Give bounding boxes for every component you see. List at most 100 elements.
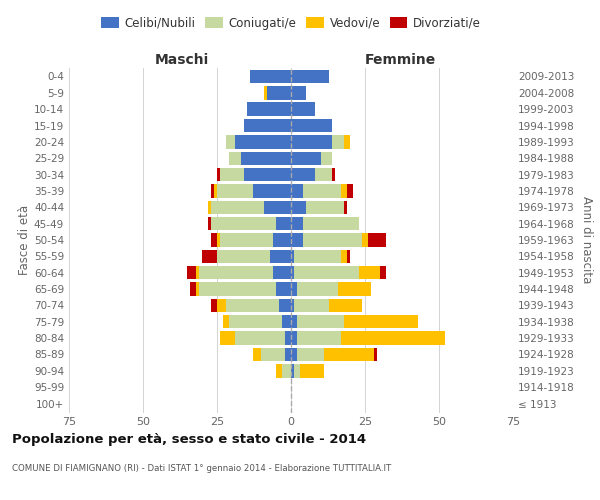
Bar: [229, 152, 241, 165]
Bar: [294, 250, 341, 263]
Bar: [247, 102, 291, 116]
Bar: [226, 298, 279, 312]
Bar: [347, 250, 350, 263]
Bar: [187, 266, 196, 280]
Bar: [220, 332, 235, 345]
Bar: [285, 332, 291, 345]
Bar: [199, 282, 276, 296]
Bar: [211, 184, 214, 198]
Bar: [297, 282, 338, 296]
Text: Femmine: Femmine: [365, 52, 436, 66]
Bar: [291, 332, 297, 345]
Bar: [344, 200, 347, 214]
Bar: [273, 266, 291, 280]
Bar: [253, 184, 291, 198]
Bar: [297, 315, 344, 328]
Bar: [217, 250, 270, 263]
Bar: [244, 119, 291, 132]
Bar: [223, 315, 229, 328]
Bar: [332, 135, 344, 148]
Bar: [214, 184, 217, 198]
Bar: [368, 234, 386, 246]
Bar: [244, 168, 291, 181]
Bar: [291, 217, 303, 230]
Bar: [291, 234, 303, 246]
Bar: [291, 102, 314, 116]
Bar: [291, 168, 314, 181]
Bar: [314, 168, 332, 181]
Bar: [341, 184, 347, 198]
Text: COMUNE DI FIAMIGNANO (RI) - Dati ISTAT 1° gennaio 2014 - Elaborazione TUTTITALIA: COMUNE DI FIAMIGNANO (RI) - Dati ISTAT 1…: [12, 464, 391, 473]
Bar: [291, 282, 297, 296]
Bar: [291, 70, 329, 83]
Bar: [217, 184, 253, 198]
Bar: [297, 332, 341, 345]
Bar: [341, 332, 445, 345]
Bar: [220, 168, 244, 181]
Bar: [306, 200, 344, 214]
Bar: [211, 200, 265, 214]
Bar: [362, 234, 368, 246]
Bar: [323, 348, 374, 361]
Bar: [253, 348, 262, 361]
Text: Maschi: Maschi: [154, 52, 209, 66]
Bar: [211, 217, 276, 230]
Bar: [196, 282, 199, 296]
Bar: [208, 200, 211, 214]
Bar: [208, 217, 211, 230]
Bar: [265, 86, 268, 100]
Bar: [291, 315, 297, 328]
Legend: Celibi/Nubili, Coniugati/e, Vedovi/e, Divorziati/e: Celibi/Nubili, Coniugati/e, Vedovi/e, Di…: [97, 13, 485, 33]
Bar: [291, 86, 306, 100]
Bar: [217, 298, 226, 312]
Bar: [217, 234, 220, 246]
Bar: [199, 266, 273, 280]
Bar: [297, 348, 323, 361]
Bar: [341, 250, 347, 263]
Bar: [220, 234, 273, 246]
Bar: [226, 135, 235, 148]
Bar: [262, 348, 285, 361]
Bar: [344, 315, 418, 328]
Bar: [291, 200, 306, 214]
Bar: [235, 332, 285, 345]
Bar: [303, 234, 362, 246]
Y-axis label: Fasce di età: Fasce di età: [18, 205, 31, 275]
Bar: [279, 298, 291, 312]
Bar: [347, 184, 353, 198]
Bar: [303, 184, 341, 198]
Bar: [344, 135, 350, 148]
Bar: [338, 282, 371, 296]
Bar: [291, 250, 294, 263]
Bar: [291, 266, 294, 280]
Bar: [359, 266, 380, 280]
Bar: [268, 86, 291, 100]
Bar: [294, 266, 359, 280]
Bar: [276, 217, 291, 230]
Bar: [211, 234, 217, 246]
Bar: [291, 184, 303, 198]
Bar: [329, 298, 362, 312]
Bar: [235, 135, 291, 148]
Bar: [380, 266, 386, 280]
Bar: [282, 315, 291, 328]
Bar: [282, 364, 291, 378]
Bar: [276, 282, 291, 296]
Bar: [374, 348, 377, 361]
Bar: [291, 364, 294, 378]
Bar: [285, 348, 291, 361]
Bar: [229, 315, 282, 328]
Bar: [241, 152, 291, 165]
Bar: [303, 217, 359, 230]
Bar: [332, 168, 335, 181]
Bar: [190, 282, 196, 296]
Bar: [217, 168, 220, 181]
Bar: [276, 364, 282, 378]
Bar: [202, 250, 217, 263]
Bar: [291, 348, 297, 361]
Bar: [291, 152, 320, 165]
Text: Popolazione per età, sesso e stato civile - 2014: Popolazione per età, sesso e stato civil…: [12, 432, 366, 446]
Bar: [291, 298, 294, 312]
Bar: [270, 250, 291, 263]
Y-axis label: Anni di nascita: Anni di nascita: [580, 196, 593, 284]
